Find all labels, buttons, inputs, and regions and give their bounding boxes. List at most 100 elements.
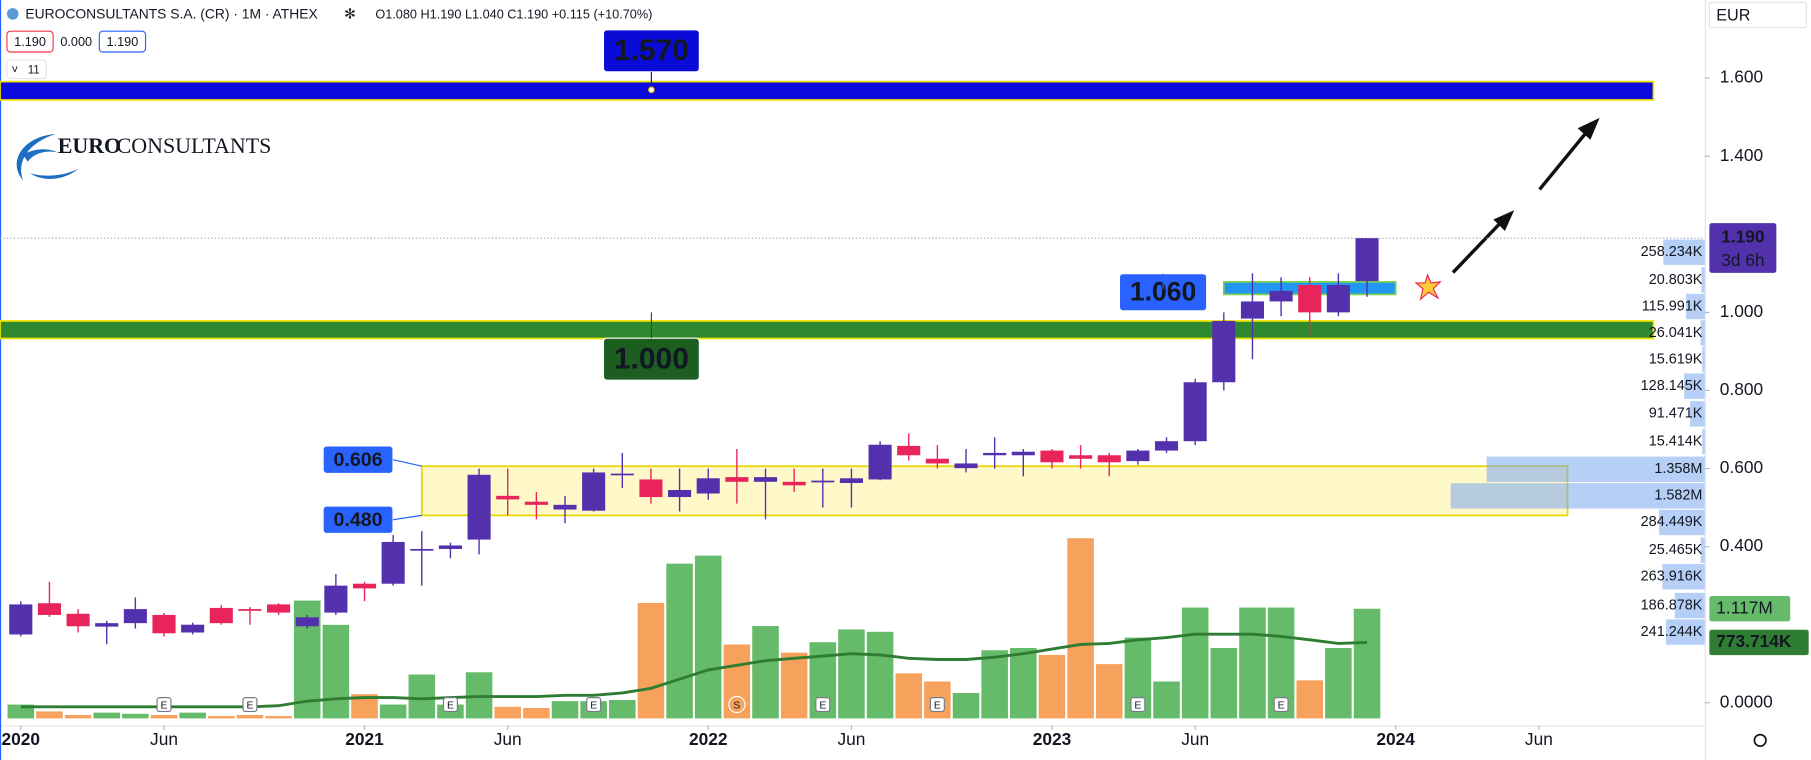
profile-bar [1702,346,1705,373]
profile-bar [1663,239,1705,265]
candle-body [668,490,692,498]
logo-swoosh [23,149,58,162]
event-label: E [161,700,168,711]
candle-body [1097,455,1121,463]
volume-bar [150,714,178,719]
profile-bar [1662,563,1705,590]
event-label: E [1134,700,1141,711]
zone-connector [392,459,422,467]
volume-bar [637,602,665,719]
x-tick-label: Jun [1525,729,1553,749]
profile-label: 91.471K [1649,406,1703,422]
candle-body [467,474,491,540]
candle-body [1355,238,1379,282]
logo-text: CONSULTANTS [117,133,272,158]
volume-bar [609,699,636,719]
zone-label: 0.606 [333,449,382,471]
candle-body [152,614,176,634]
bid-value: 1.190 [14,35,46,49]
event-marker [442,697,458,713]
volume-bar [1181,607,1209,719]
event-marker [242,697,258,713]
volume-bar [408,674,436,719]
x-tick-label: Jun [1181,729,1209,749]
event-label: E [934,700,941,711]
candle-body [610,473,634,476]
event-marker [815,697,831,713]
volume-bar [1239,607,1266,719]
candle-body [438,545,462,549]
candle-body [123,609,147,624]
event-label: E [246,700,253,711]
candle-body [925,458,949,464]
y-tick-label: 1.000 [1720,301,1763,321]
x-tick-label: 2023 [1033,729,1072,749]
profile-label: 186.878K [1641,597,1703,613]
last-price-box [1709,223,1777,273]
candle-body [839,478,863,483]
volume-bar [1067,538,1094,719]
event-marker [929,697,945,713]
profile-bar [1665,619,1705,645]
candle-body [1040,450,1064,463]
header: EUROCONSULTANTS S.A. (CR) · 1M · ATHEX ✻… [6,1,1807,80]
x-tick-label: Jun [837,729,865,749]
candle-body [582,472,606,511]
event-label: E [590,700,597,711]
settings-button[interactable] [1753,733,1767,747]
candle-body [410,548,434,551]
volume-bar [780,652,808,719]
event-label: E [1278,700,1285,711]
profile-label: 284.449K [1641,514,1703,530]
profile-label: 15.619K [1649,351,1703,367]
x-tick-label: 2024 [1376,729,1415,749]
zone-label: 1.570 [614,34,689,67]
zone-handle [647,86,655,94]
event-marker [156,697,172,713]
profile-bar [1674,592,1705,619]
candle-body [496,495,520,500]
event-marker [1130,697,1146,713]
candle-body [9,604,33,635]
axes: 1.600 1.400 1.000 0.800 0.600 0.400 0.0000 2020… [2,67,1809,749]
candle-body [1183,382,1207,442]
profile-bar [1702,428,1705,455]
zone-band [0,80,1655,101]
symbol-title[interactable]: EUROCONSULTANTS S.A. (CR) · 1M · ATHEX [25,6,317,22]
candle-body [1326,285,1350,313]
profile-label: 1.582M [1654,488,1702,504]
currency-box[interactable] [1708,1,1807,29]
arrow-line [1451,220,1503,274]
indicator-toggle[interactable] [6,59,47,80]
volume-bar [1010,648,1037,719]
volume-value-label: 1.117M [1716,597,1772,617]
profile-bar [1690,401,1705,427]
profile-label: 26.041K [1649,325,1703,341]
volume-bar [322,624,350,719]
countdown-label: 3d 6h [1721,250,1764,270]
logo-text-bold: EURO [58,133,121,158]
candle-body [1069,455,1093,459]
candle-body [352,583,377,589]
spread-value: 0.000 [60,35,92,49]
currency: EUR [1716,6,1750,24]
candle-body [782,481,806,486]
profile-label: 1.358M [1654,461,1702,477]
candle-body [381,541,405,584]
indicator-chevron: ˅ [12,65,19,77]
candle-body [725,477,749,482]
volume-bar [1153,681,1180,719]
volume-bar [93,712,121,719]
profile-bar [1450,483,1705,509]
profile-bar [1700,537,1705,563]
candle-body [1154,441,1179,451]
volume-bar [551,701,579,719]
profile-label: 263.916K [1641,568,1703,584]
arrow-line [1538,130,1589,191]
profile-bar [1684,373,1705,399]
volume-bar [36,711,63,719]
x-tick-label: Jun [150,729,178,749]
